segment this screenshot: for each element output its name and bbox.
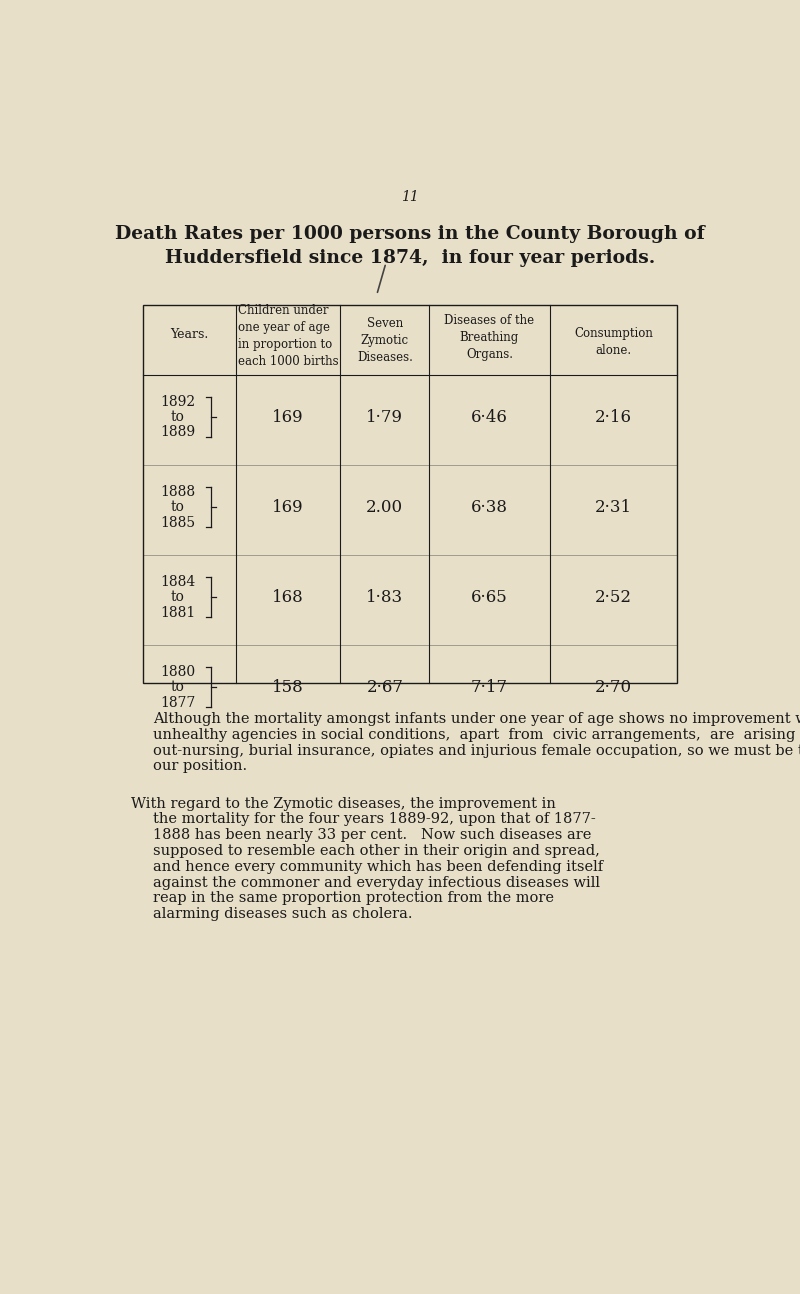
Text: 1884: 1884: [160, 575, 195, 589]
Text: unhealthy agencies in social conditions,  apart  from  civic arrangements,  are : unhealthy agencies in social conditions,…: [153, 727, 800, 741]
Text: Consumption
alone.: Consumption alone.: [574, 327, 653, 357]
Text: supposed to resemble each other in their origin and spread,: supposed to resemble each other in their…: [153, 844, 599, 858]
Text: 6·38: 6·38: [471, 498, 508, 516]
Text: Children under
one year of age
in proportion to
each 1000 births: Children under one year of age in propor…: [238, 304, 338, 369]
Text: 158: 158: [272, 679, 304, 696]
Text: 7·17: 7·17: [471, 679, 508, 696]
Text: 1881: 1881: [160, 606, 195, 620]
Text: 2·16: 2·16: [595, 409, 632, 426]
Text: 1892: 1892: [160, 395, 195, 409]
Text: 1880: 1880: [160, 665, 195, 679]
Text: alarming diseases such as cholera.: alarming diseases such as cholera.: [153, 907, 412, 921]
Text: to: to: [170, 501, 185, 514]
Text: and hence every community which has been defending itself: and hence every community which has been…: [153, 859, 603, 873]
Text: Diseases of the
Breathing
Organs.: Diseases of the Breathing Organs.: [444, 314, 534, 361]
Text: With regard to the Zymotic diseases, the improvement in: With regard to the Zymotic diseases, the…: [131, 797, 556, 810]
Text: 1888 has been nearly 33 per cent.   Now such diseases are: 1888 has been nearly 33 per cent. Now su…: [153, 828, 591, 842]
Text: to: to: [170, 681, 185, 695]
Text: 2·31: 2·31: [595, 498, 632, 516]
Text: Death Rates per 1000 persons in the County Borough of: Death Rates per 1000 persons in the Coun…: [115, 225, 705, 242]
Text: Although the mortality amongst infants under one year of age shows no improvemen: Although the mortality amongst infants u…: [153, 712, 800, 726]
Text: Seven
Zymotic
Diseases.: Seven Zymotic Diseases.: [357, 317, 413, 364]
Text: 168: 168: [272, 589, 304, 606]
Text: 2·67: 2·67: [366, 679, 403, 696]
Text: 1888: 1888: [160, 485, 195, 498]
Text: to: to: [170, 590, 185, 604]
Text: 2·52: 2·52: [595, 589, 632, 606]
Text: against the commoner and everyday infectious diseases will: against the commoner and everyday infect…: [153, 876, 600, 889]
Text: 169: 169: [272, 498, 304, 516]
Text: to: to: [170, 410, 185, 424]
Text: 6·46: 6·46: [471, 409, 508, 426]
Text: 1·79: 1·79: [366, 409, 403, 426]
Text: 1885: 1885: [160, 515, 195, 529]
Text: out-nursing, burial insurance, opiates and injurious female occupation, so we mu: out-nursing, burial insurance, opiates a…: [153, 744, 800, 757]
Text: reap in the same proportion protection from the more: reap in the same proportion protection f…: [153, 892, 554, 906]
Bar: [142, 305, 678, 683]
Text: 1889: 1889: [160, 426, 195, 440]
Text: 1·83: 1·83: [366, 589, 403, 606]
Text: 169: 169: [272, 409, 304, 426]
Text: our position.: our position.: [153, 760, 247, 774]
Text: 11: 11: [401, 190, 419, 204]
Text: 1877: 1877: [160, 696, 195, 709]
Text: 2·70: 2·70: [595, 679, 632, 696]
Text: 6·65: 6·65: [471, 589, 508, 606]
Text: the mortality for the four years 1889-92, upon that of 1877-: the mortality for the four years 1889-92…: [153, 813, 595, 827]
Text: Huddersfield since 1874,  in four year periods.: Huddersfield since 1874, in four year pe…: [165, 250, 655, 268]
Text: Years.: Years.: [170, 329, 208, 342]
Text: 2.00: 2.00: [366, 498, 403, 516]
